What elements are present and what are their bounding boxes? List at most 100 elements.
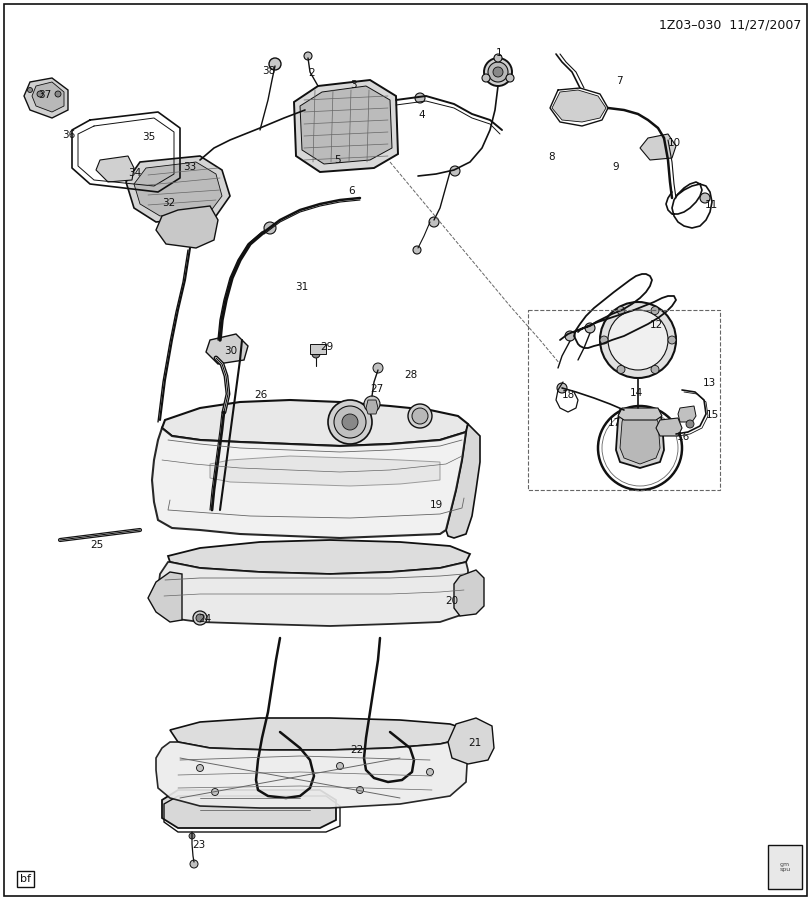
Polygon shape (148, 572, 182, 622)
Text: 21: 21 (468, 738, 481, 748)
Circle shape (312, 350, 320, 358)
Text: 30: 30 (224, 346, 237, 356)
Circle shape (686, 420, 694, 428)
Polygon shape (678, 406, 696, 422)
Polygon shape (616, 410, 664, 468)
Circle shape (488, 62, 508, 82)
Text: 5: 5 (334, 155, 341, 165)
Text: 3: 3 (350, 80, 357, 90)
Circle shape (450, 166, 460, 176)
Circle shape (328, 400, 372, 444)
Circle shape (269, 58, 281, 70)
Text: 26: 26 (254, 390, 268, 400)
Text: 38: 38 (262, 66, 275, 76)
Text: 9: 9 (612, 162, 619, 172)
Polygon shape (300, 86, 392, 164)
Text: 11: 11 (705, 200, 719, 210)
Polygon shape (446, 424, 480, 538)
Circle shape (196, 764, 204, 771)
Text: 10: 10 (668, 138, 681, 148)
Circle shape (357, 787, 363, 794)
Bar (768, 845, 802, 889)
Text: 6: 6 (348, 186, 354, 196)
Polygon shape (156, 206, 218, 248)
Circle shape (220, 408, 232, 420)
Polygon shape (134, 162, 222, 216)
Circle shape (493, 67, 503, 77)
Circle shape (334, 406, 366, 438)
Polygon shape (170, 718, 468, 750)
Circle shape (264, 222, 276, 234)
Circle shape (565, 331, 575, 341)
Polygon shape (156, 738, 468, 808)
Circle shape (337, 762, 344, 770)
Circle shape (484, 58, 512, 86)
Circle shape (429, 217, 439, 227)
Text: 4: 4 (418, 110, 425, 120)
Text: 27: 27 (370, 384, 384, 394)
Text: 25: 25 (90, 540, 103, 550)
Polygon shape (618, 408, 662, 420)
Circle shape (196, 614, 204, 622)
Circle shape (373, 363, 383, 373)
Text: 7: 7 (616, 76, 623, 86)
Text: gm
spu: gm spu (779, 862, 791, 872)
Text: 1Z03–030  11/27/2007: 1Z03–030 11/27/2007 (659, 18, 801, 31)
Circle shape (304, 52, 312, 60)
Text: 36: 36 (62, 130, 75, 140)
Text: 15: 15 (706, 410, 719, 420)
Circle shape (617, 365, 625, 374)
Circle shape (608, 310, 668, 370)
Text: 29: 29 (320, 342, 333, 352)
Circle shape (415, 93, 425, 103)
Polygon shape (96, 156, 134, 182)
Polygon shape (656, 418, 682, 436)
Circle shape (364, 396, 380, 412)
Circle shape (557, 383, 567, 393)
Circle shape (212, 788, 218, 796)
Text: 19: 19 (430, 500, 444, 510)
Text: 31: 31 (295, 282, 308, 292)
Circle shape (413, 246, 421, 254)
Bar (310, 344, 326, 354)
Circle shape (412, 408, 428, 424)
Circle shape (494, 54, 502, 62)
Polygon shape (552, 90, 606, 122)
Circle shape (190, 860, 198, 868)
Circle shape (37, 91, 43, 97)
Circle shape (427, 769, 434, 776)
Circle shape (600, 302, 676, 378)
Circle shape (408, 404, 432, 428)
Text: 13: 13 (703, 378, 716, 388)
Text: 32: 32 (162, 198, 175, 208)
Polygon shape (294, 80, 398, 172)
Circle shape (482, 74, 490, 82)
Circle shape (193, 611, 207, 625)
Text: 35: 35 (142, 132, 155, 142)
Circle shape (668, 336, 676, 344)
Circle shape (600, 336, 608, 344)
Polygon shape (158, 562, 468, 626)
Polygon shape (206, 334, 248, 364)
Text: 14: 14 (630, 388, 643, 398)
Polygon shape (454, 570, 484, 616)
Text: 33: 33 (183, 162, 196, 172)
Text: 23: 23 (192, 840, 205, 850)
Circle shape (28, 87, 32, 93)
Circle shape (651, 307, 659, 315)
Circle shape (651, 365, 659, 374)
Polygon shape (32, 82, 64, 112)
Text: 2: 2 (308, 68, 315, 78)
Text: 37: 37 (38, 90, 51, 100)
Text: 20: 20 (445, 596, 458, 606)
Text: 24: 24 (198, 614, 211, 624)
Text: 12: 12 (650, 320, 663, 330)
Polygon shape (126, 156, 230, 222)
Polygon shape (620, 414, 660, 464)
Circle shape (617, 307, 625, 315)
Polygon shape (162, 400, 468, 446)
Polygon shape (640, 134, 676, 160)
Text: 18: 18 (562, 390, 575, 400)
Text: 1: 1 (496, 48, 503, 58)
Polygon shape (168, 540, 470, 574)
